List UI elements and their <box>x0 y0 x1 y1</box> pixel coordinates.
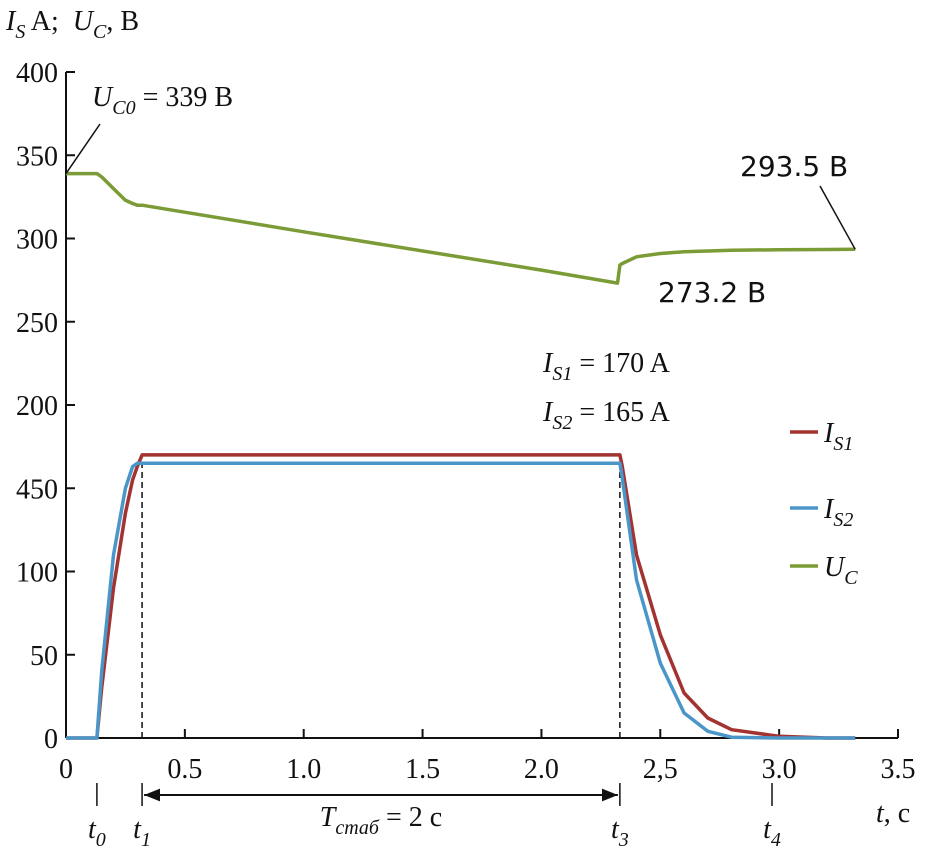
y-tick-label: 50 <box>30 641 58 672</box>
annotation: UC0 = 339 В <box>92 82 233 119</box>
legend-sub: S1 <box>833 433 853 455</box>
y-tick-label: 250 <box>16 308 58 339</box>
annotation: 273.2 В <box>658 276 766 309</box>
series-line <box>66 171 856 285</box>
legend-label: IS2 <box>823 494 853 531</box>
x-axis-label: t, c <box>876 798 910 829</box>
y-label-tail: , В <box>106 6 139 37</box>
legend-name: I <box>823 418 835 449</box>
annotation-sub: S1 <box>552 363 572 385</box>
annotation: 293.5 В <box>740 150 848 183</box>
span-label: Tстаб = 2 с <box>320 802 442 839</box>
y-label-main: I <box>5 6 17 37</box>
annotation-sub: S2 <box>552 412 572 434</box>
x-tick-label: 2,5 <box>643 754 678 785</box>
x-tick-label: 1.0 <box>286 754 321 785</box>
leader <box>65 123 101 174</box>
y-label-sub: C <box>93 21 107 43</box>
y-tick-label: 450 <box>16 474 58 505</box>
marker-label-sub: 3 <box>618 829 629 851</box>
y-tick-label: 350 <box>16 141 58 172</box>
x-tick-label: 3.5 <box>881 754 916 785</box>
annotation: IS1 = 170 A <box>542 348 671 385</box>
y-axis-label: IS A; UC, В <box>5 6 139 43</box>
legend-label: IS1 <box>823 418 853 455</box>
annotation: IS2 = 165 A <box>542 397 671 434</box>
marker-label: t1 <box>133 814 151 851</box>
span-label-sub: стаб <box>335 817 380 839</box>
x-axis-label-main: t <box>876 798 885 829</box>
marker-label-sub: 4 <box>771 829 781 851</box>
x-tick-label: 2.0 <box>524 754 559 785</box>
span-label-tail: = 2 с <box>379 802 442 833</box>
marker-label: t3 <box>611 814 629 851</box>
y-label-sub: S <box>15 21 25 43</box>
series-line <box>66 461 856 740</box>
marker-label-sub: 1 <box>141 829 151 851</box>
y-label-tail: A; <box>25 6 72 37</box>
x-tick-label: 3.0 <box>762 754 797 785</box>
legend-label: UC <box>824 552 858 589</box>
y-tick-label: 0 <box>44 724 58 755</box>
y-tick-label: 100 <box>16 558 58 589</box>
leader <box>819 185 856 250</box>
legend-sub: C <box>844 567 858 589</box>
legend-sub: S2 <box>833 509 853 531</box>
x-tick-label: 0.5 <box>167 754 202 785</box>
marker-label: t0 <box>88 814 106 851</box>
y-tick-label: 300 <box>16 225 58 256</box>
annotation-main: I <box>542 348 554 379</box>
y-tick-label: 200 <box>16 391 58 422</box>
legend-name: U <box>824 552 846 583</box>
x-axis-label-tail: , c <box>884 798 910 829</box>
marker-label-main: t <box>611 814 620 845</box>
annotation-tail: = 170 A <box>572 348 670 379</box>
annotation-tail: = 165 A <box>572 397 670 428</box>
series-line <box>66 453 856 740</box>
legend-name: I <box>823 494 835 525</box>
annotation-main: U <box>92 82 114 113</box>
marker-label-main: t <box>88 814 97 845</box>
marker-label: t4 <box>763 814 781 851</box>
annotation-tail: = 339 В <box>136 82 233 113</box>
marker-label-main: t <box>763 814 772 845</box>
annotation-main: I <box>542 397 554 428</box>
y-label-main: U <box>73 6 95 37</box>
marker-label-sub: 0 <box>96 829 106 851</box>
annotation-sub: C0 <box>112 97 135 119</box>
y-tick-label: 400 <box>16 58 58 89</box>
x-tick-label: 0 <box>59 754 73 785</box>
span-label-main: T <box>320 802 338 833</box>
marker-label-main: t <box>133 814 142 845</box>
x-tick-label: 1.5 <box>405 754 440 785</box>
